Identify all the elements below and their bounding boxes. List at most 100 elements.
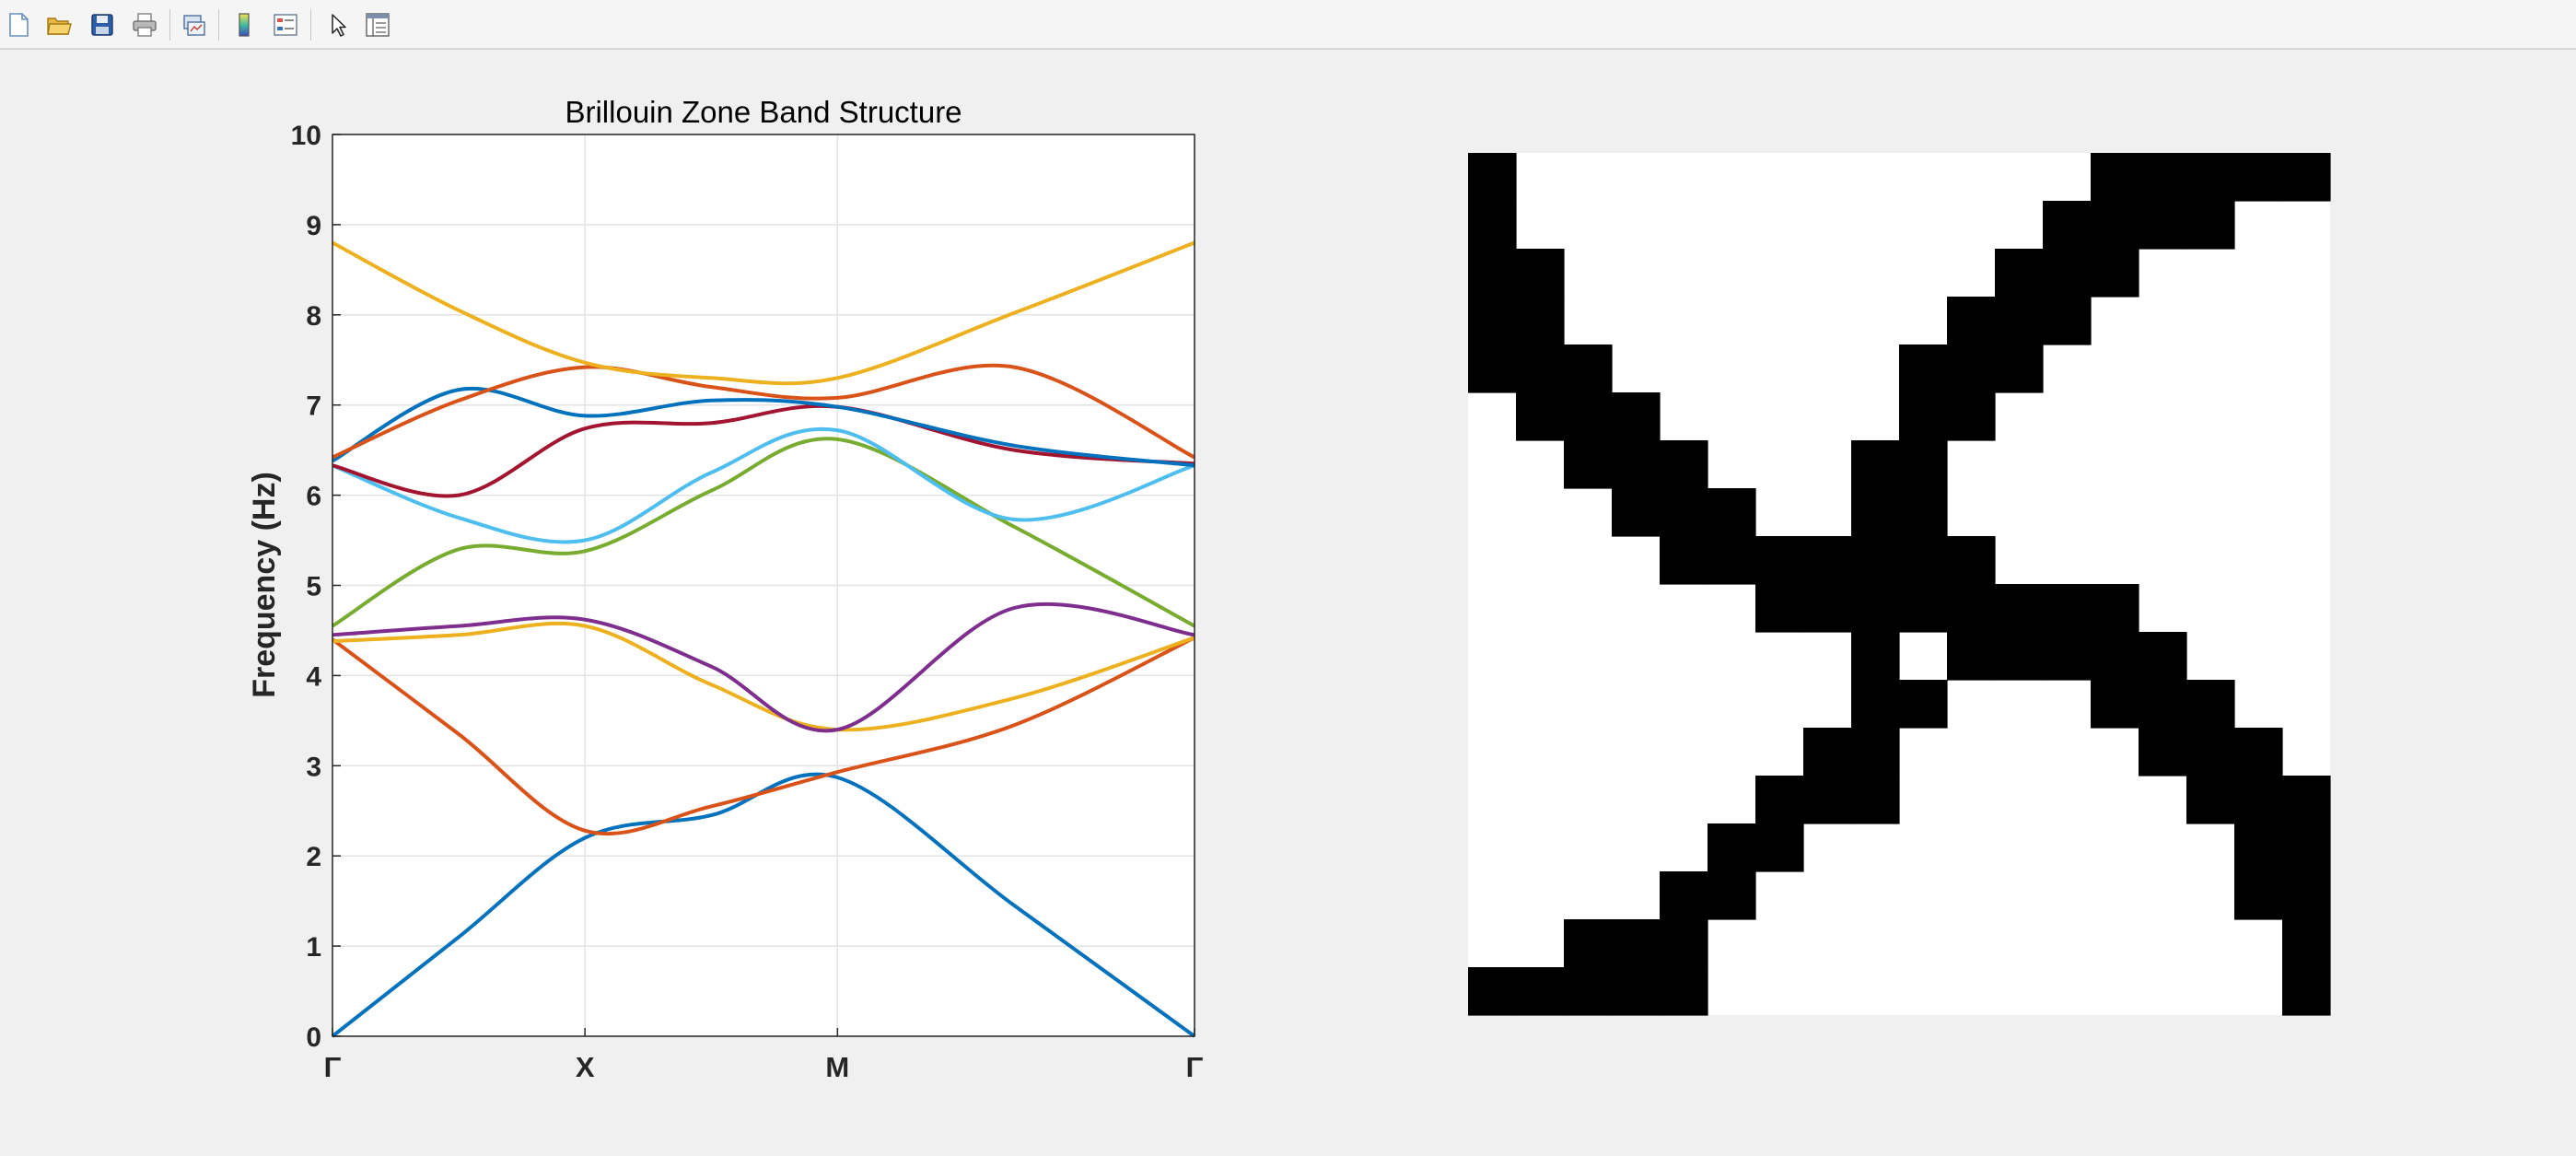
pattern-cell [1803,728,1852,777]
band-line-1 [331,772,1196,1038]
pattern-cell [2282,919,2331,968]
unit-cell-pattern[interactable] [1468,153,2334,1019]
pattern-cell [2091,153,2139,202]
pattern-cell [1612,392,1661,441]
pattern-cell [1851,584,1900,633]
property-inspector-icon[interactable] [361,8,394,41]
pattern-cell [2282,153,2331,202]
pattern-cell [2043,201,2092,250]
pattern-cell [1612,488,1661,537]
print-icon[interactable] [128,8,161,41]
pattern-cell [1660,871,1708,920]
pattern-cell [2139,632,2187,681]
pattern-cell [1851,728,1900,777]
insert-colorbar-icon[interactable] [227,8,261,41]
pattern-cell [2234,871,2283,920]
pattern-cell [2282,823,2331,872]
pattern-cell [2282,871,2331,920]
save-icon[interactable] [86,8,119,41]
pattern-cell [1516,344,1565,393]
pattern-cell [1995,632,2044,681]
pattern-cell [1516,392,1565,441]
y-axis-label: Frequency (Hz) [247,472,282,698]
y-tick-label: 9 [306,211,321,241]
x-tick-label: Γ [1186,1051,1204,1083]
pattern-cell [1899,344,1948,393]
pattern-cell [1803,536,1852,585]
pattern-cell [2043,584,2092,633]
pattern-cell [1755,536,1804,585]
band-line-2 [331,636,1195,836]
pattern-cell [1564,440,1613,489]
pattern-cell [2186,153,2235,202]
band-line-10 [332,240,1195,386]
insert-legend-icon[interactable] [269,8,302,41]
y-tick-label: 4 [306,661,321,692]
pattern-cell [2091,249,2139,298]
pattern-cell [1947,297,1996,345]
pattern-cell [2186,776,2235,824]
pattern-cell [1995,297,2044,345]
pattern-cell [1708,823,1756,872]
pattern-cell [2186,728,2235,777]
pattern-cell [1660,967,1708,1016]
pattern-cell [1468,344,1517,393]
pattern-cell [2234,823,2283,872]
pattern-cell [1612,440,1661,489]
pattern-cell [1660,536,1708,585]
pattern-cell [1947,392,1996,441]
figure-toolbar [0,0,2576,50]
pattern-cell [1851,440,1900,489]
pattern-cell [1899,488,1948,537]
pattern-cell [1708,488,1756,537]
open-file-icon[interactable] [42,8,76,41]
band-line-9 [332,363,1195,460]
pattern-cell [2091,632,2139,681]
pattern-cell [1516,967,1565,1016]
x-tick-label: Γ [324,1051,342,1083]
pattern-cell [1468,201,1517,250]
pattern-cell [2043,297,2092,345]
pattern-cell [1564,344,1613,393]
pattern-cell [2139,728,2187,777]
band-curves [331,240,1196,1038]
pattern-cell [1947,632,1996,681]
band-line-5 [331,437,1195,628]
link-plot-icon[interactable] [177,8,210,41]
pattern-cells [1468,153,2331,1016]
pattern-cell [2043,632,2092,681]
edit-plot-arrow-icon[interactable] [321,8,355,41]
pattern-cell [1468,249,1517,298]
pattern-cell [1947,536,1996,585]
y-tick-label: 3 [306,752,321,782]
pattern-cell [1468,153,1517,202]
pattern-cell [1564,967,1613,1016]
pattern-cell [2139,201,2187,250]
band-line-6 [332,426,1195,544]
pattern-cell [1755,584,1804,633]
pattern-cell [1899,536,1948,585]
pattern-cell [1995,249,2044,298]
pattern-cell [1899,680,1948,729]
pattern-cell [1708,871,1756,920]
band-line-4 [332,601,1195,733]
y-axis-tick-labels: 0 1 2 3 4 5 6 7 8 9 10 [291,121,341,1053]
pattern-cell [2282,967,2331,1016]
pattern-cell [1851,488,1900,537]
y-tick-label: 7 [306,391,321,422]
pattern-cell [2186,680,2235,729]
pattern-cell [1899,392,1948,441]
plot-frame [332,134,1195,1037]
pattern-cell [1899,584,1948,633]
y-tick-label: 0 [306,1022,321,1053]
y-tick-label: 10 [291,121,321,151]
plot-area [332,134,1195,1036]
pattern-cell [2043,249,2092,298]
pattern-cell [1803,584,1852,633]
pattern-cell [1612,919,1661,968]
pattern-cell [1899,440,1948,489]
band-line-3 [332,621,1195,732]
new-figure-icon[interactable] [2,8,35,41]
pattern-cell [1612,967,1661,1016]
pattern-cell [2139,680,2187,729]
